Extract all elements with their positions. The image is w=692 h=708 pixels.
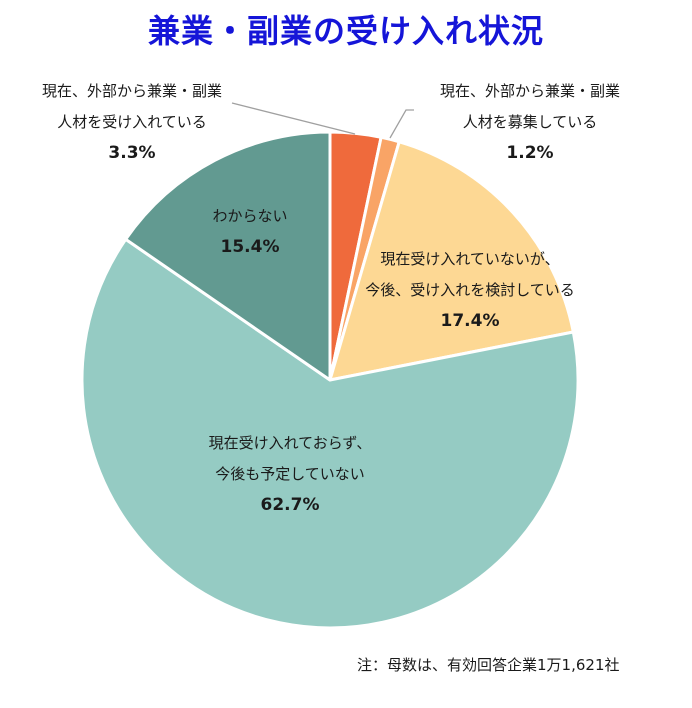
leader-line-accepting bbox=[231, 102, 356, 135]
slice-unknown bbox=[124, 130, 332, 382]
label-not-planned: 現在受け入れておらず、 今後も予定していない 62.7% bbox=[208, 434, 372, 515]
label-accepting: 現在、外部から兼業・副業 人材を受け入れている 3.3% bbox=[41, 82, 222, 163]
footnote: 注：母数は、有効回答企業1万1,621社 bbox=[357, 656, 620, 674]
label-recruiting: 現在、外部から兼業・副業 人材を募集している 1.2% bbox=[439, 82, 620, 163]
label-considering: 現在受け入れていないが、 今後、受け入れを検討している 17.4% bbox=[365, 250, 575, 331]
leader-line-recruiting bbox=[389, 109, 414, 139]
slice-not-planned bbox=[80, 237, 580, 630]
slice-considering bbox=[328, 140, 575, 382]
label-unknown: わからない 15.4% bbox=[212, 207, 288, 257]
chart-title: 兼業・副業の受け入れ状況 bbox=[147, 12, 544, 50]
